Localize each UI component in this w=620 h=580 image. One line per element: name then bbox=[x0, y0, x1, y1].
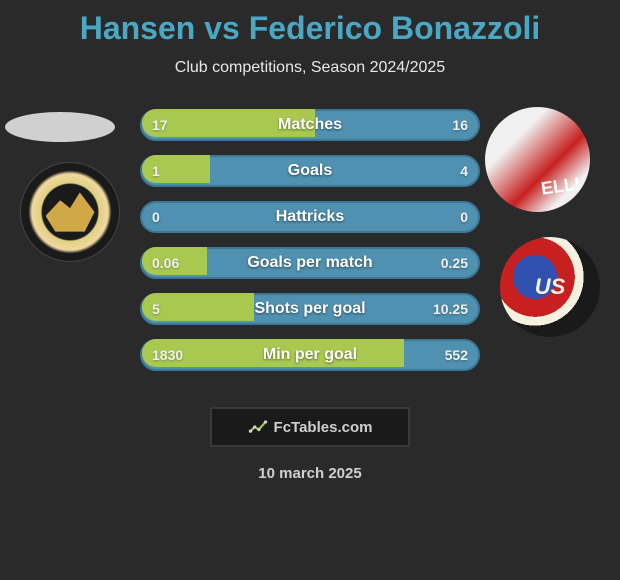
stat-label: Matches bbox=[140, 116, 480, 134]
chart-icon bbox=[248, 417, 268, 437]
stat-label: Min per goal bbox=[140, 346, 480, 364]
stat-row: 1830552Min per goal bbox=[140, 337, 480, 373]
club-logo-left bbox=[20, 162, 120, 262]
stat-label: Hattricks bbox=[140, 208, 480, 226]
stat-row: 14Goals bbox=[140, 153, 480, 189]
stat-label: Goals bbox=[140, 162, 480, 180]
infographic-root: Hansen vs Federico Bonazzoli Club compet… bbox=[0, 0, 620, 492]
jersey-text: ELLI bbox=[540, 173, 582, 199]
club-logo-right-text: US bbox=[535, 274, 566, 300]
club-logo-right: US bbox=[500, 237, 600, 337]
stat-bars: 1716Matches 14Goals 00Hattricks 0.060.25Goa… bbox=[140, 107, 480, 383]
stat-label: Shots per goal bbox=[140, 300, 480, 318]
stat-row: 00Hattricks bbox=[140, 199, 480, 235]
attribution-badge: FcTables.com bbox=[210, 407, 410, 447]
stat-row: 510.25Shots per goal bbox=[140, 291, 480, 327]
stat-label: Goals per match bbox=[140, 254, 480, 272]
page-title: Hansen vs Federico Bonazzoli bbox=[0, 10, 620, 47]
stats-area: ELLI US 1716Matches 14Goals 00Hattricks 0.0… bbox=[0, 107, 620, 387]
date-text: 10 march 2025 bbox=[0, 465, 620, 482]
stat-row: 0.060.25Goals per match bbox=[140, 245, 480, 281]
player-avatar-right: ELLI bbox=[485, 107, 590, 212]
club-logo-left-eagle bbox=[46, 192, 95, 231]
page-subtitle: Club competitions, Season 2024/2025 bbox=[0, 59, 620, 77]
player-avatar-left bbox=[5, 112, 115, 142]
stat-row: 1716Matches bbox=[140, 107, 480, 143]
attribution-text: FcTables.com bbox=[274, 419, 373, 436]
